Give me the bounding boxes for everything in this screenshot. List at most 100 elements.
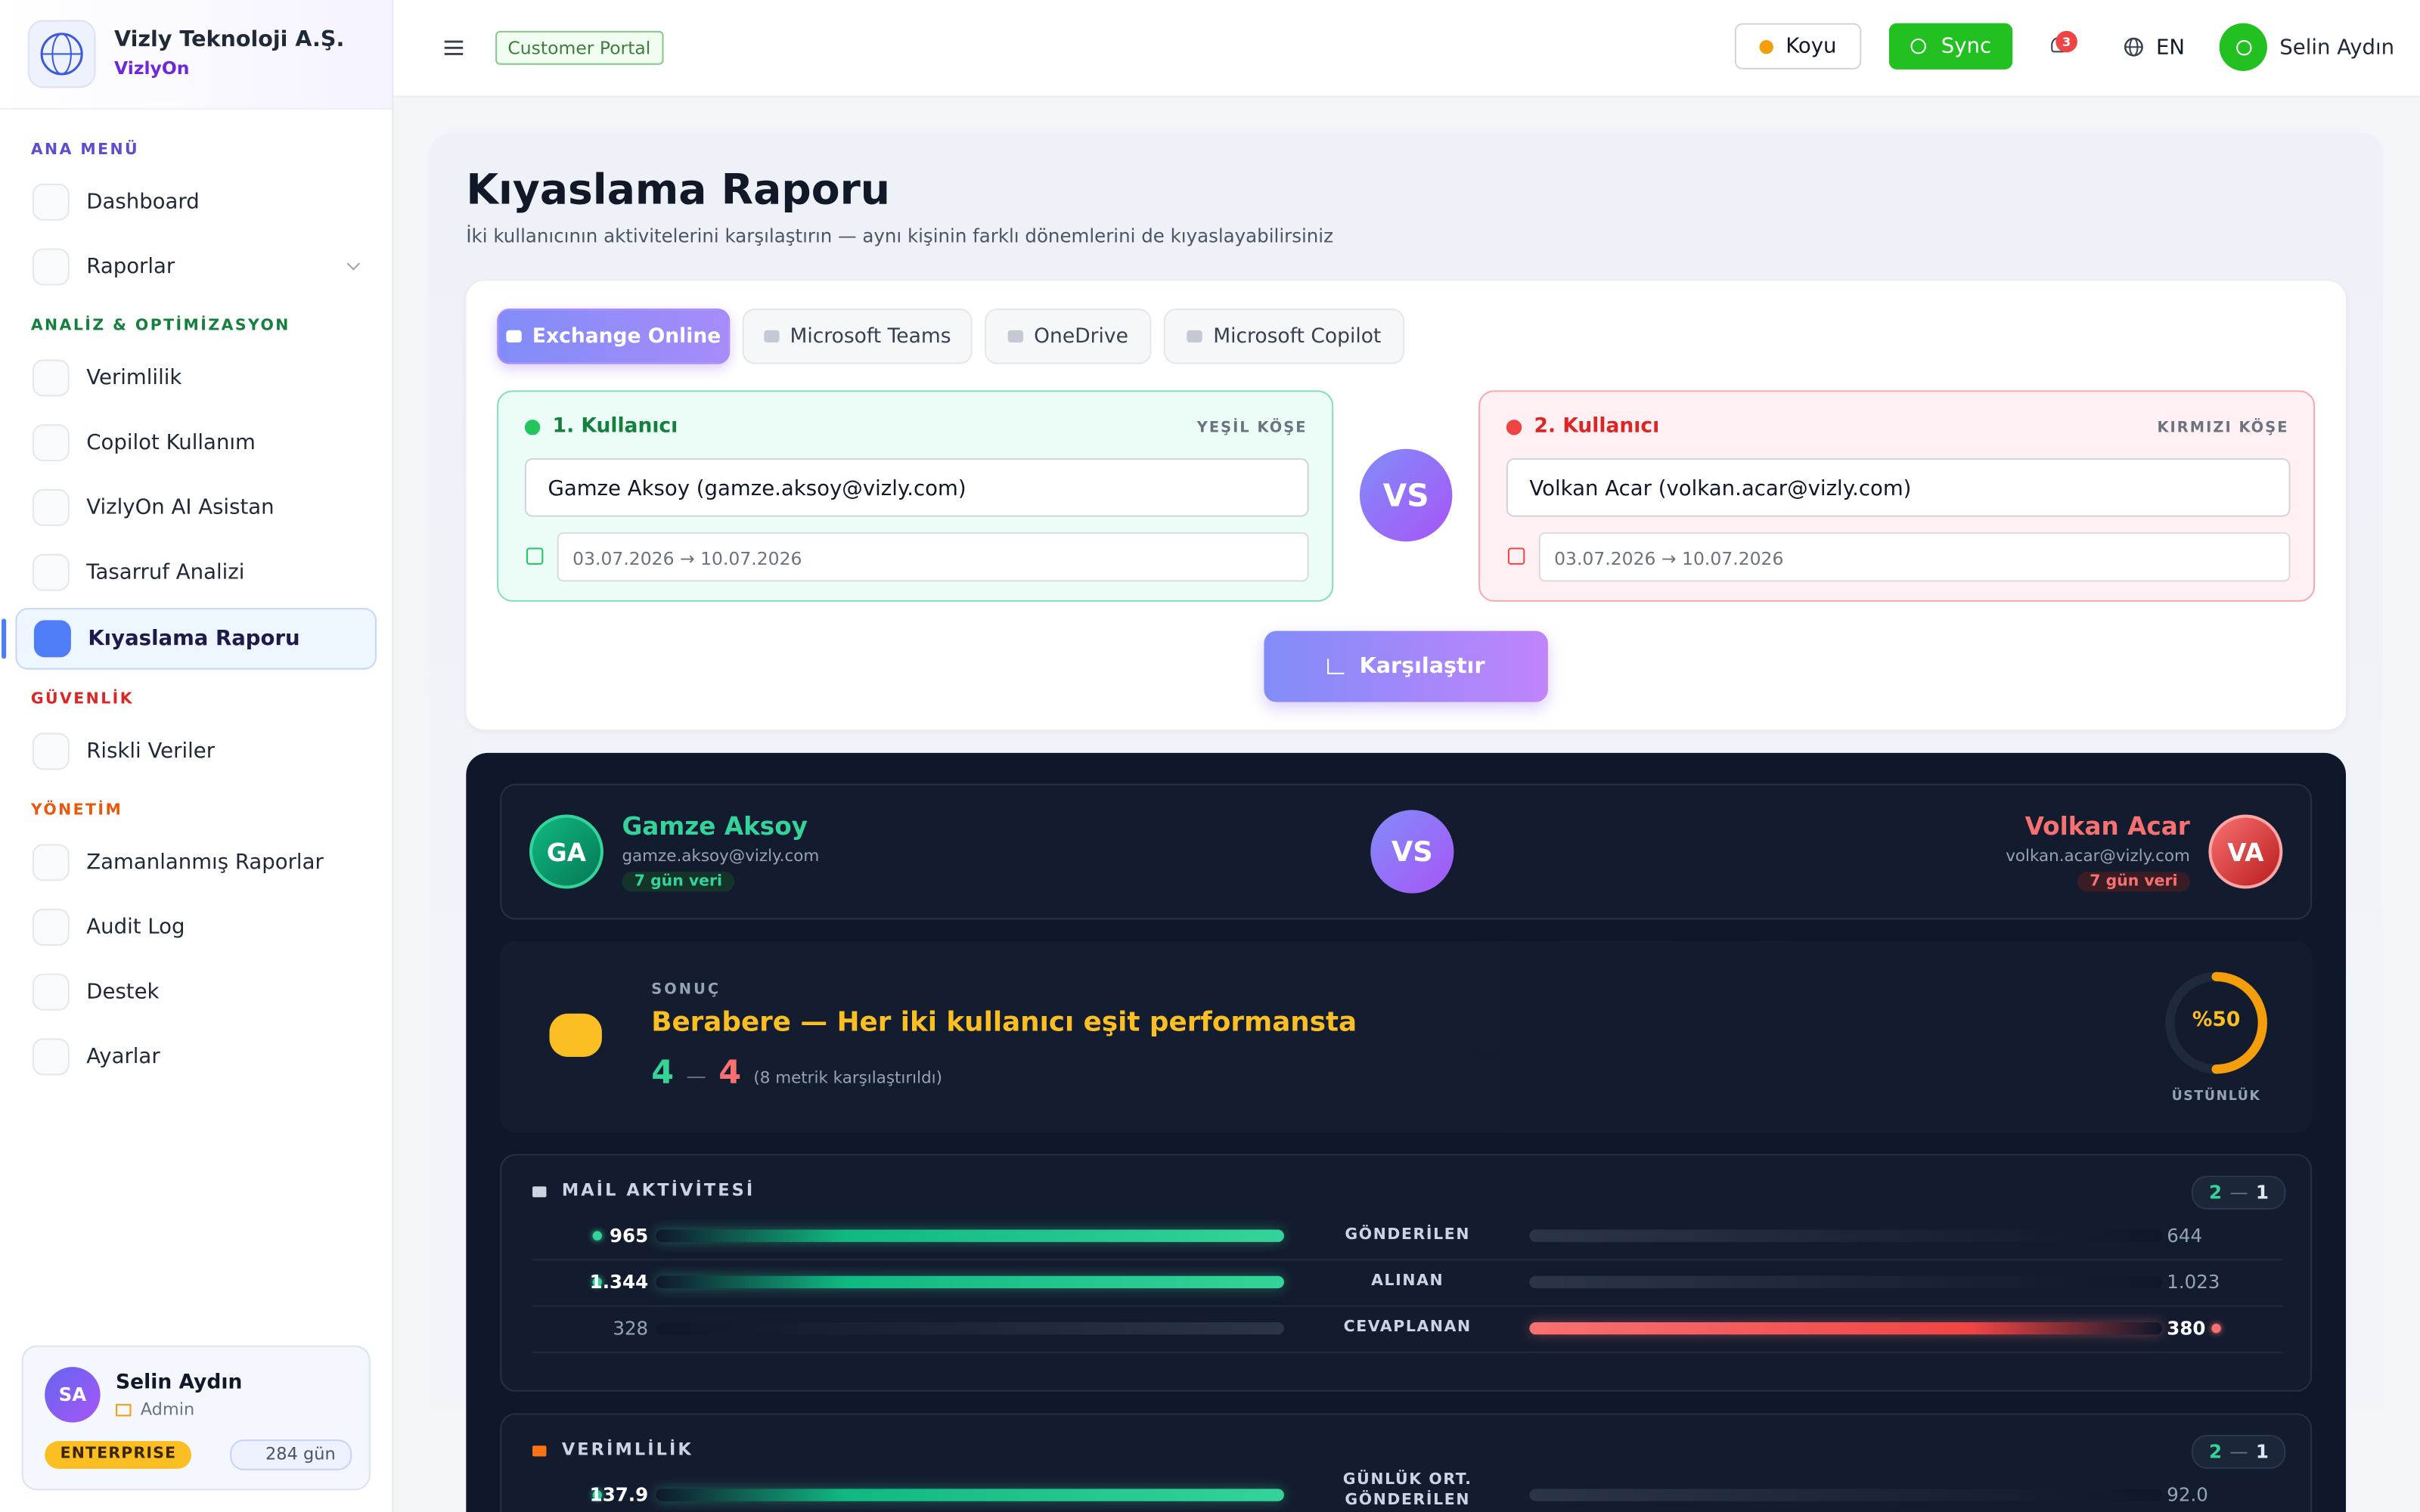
right-value: 1.023 [2167,1271,2220,1294]
nav-item[interactable]: Copilot Kullanım [15,414,377,472]
nav-item[interactable]: Tasarruf Analizi [15,543,377,602]
user-avatar: SA [45,1367,101,1423]
service-tab[interactable]: Exchange Online [497,308,731,364]
right-days: 7 gün veri [2077,872,2190,892]
nav-section-title: GÜVENLİK [30,691,134,708]
notification-count: 3 [2055,30,2077,53]
nav-icon [32,488,70,526]
right-bar [1529,1321,2163,1335]
compare-button[interactable]: Karşılaştır [1264,631,1548,702]
nav-icon [32,733,70,770]
right-bar [1529,1229,2163,1242]
superiority-ring [2165,971,2267,1074]
nav-icon [32,359,70,397]
user1-select[interactable]: Gamze Aksoy (gamze.aksoy@vizly.com) [524,458,1309,517]
tab-icon [763,330,780,343]
user2-dates[interactable]: 03.07.2026 → 10.07.2026 [1538,532,2291,582]
user1-box: 1. Kullanıcı YEŞİL KÖŞE Gamze Aksoy (gam… [497,390,1334,602]
score: 4 — 4 (8 metrik karşılaştırıldı) [651,1054,942,1091]
handshake-icon [549,1013,602,1057]
metric-label: CEVAPLANAN [1343,1318,1472,1337]
sync-label: Sync [1941,33,1992,59]
win-dot [592,1277,602,1287]
outcome-box: SONUÇ Berabere — Her iki kullanıcı eşit … [500,940,2313,1132]
contenders: GA Gamze Aksoy gamze.aksoy@vizly.com 7 g… [500,783,2313,920]
service-tab[interactable]: OneDrive [985,308,1152,364]
user-role: Admin [140,1399,195,1420]
user2-dot [1506,420,1522,435]
service-tab[interactable]: Microsoft Teams [742,308,973,364]
user2-select[interactable]: Volkan Acar (volkan.acar@vizly.com) [1506,458,2291,517]
sync-button[interactable]: Sync [1888,23,2013,70]
nav-label: Raporlar [86,254,175,280]
page-title: Kıyaslama Raporu [466,166,890,215]
user-icon [2235,39,2251,55]
nav-item[interactable]: Dashboard [15,173,377,232]
user1-dates[interactable]: 03.07.2026 → 10.07.2026 [557,532,1309,582]
theme-button[interactable]: Koyu [1734,23,1862,70]
score-note: (8 metrik karşılaştırıldı) [753,1069,943,1088]
result-vs: VS [1370,810,1454,894]
nav-label: Riskli Veriler [86,739,216,764]
menu-toggle[interactable] [443,37,465,59]
nav-item[interactable]: VizlyOn AI Asistan [15,479,377,538]
top-user-name: Selin Aydın [2279,35,2395,60]
nav-icon [32,248,70,286]
language[interactable]: EN [2155,35,2186,60]
user-card: SA Selin Aydın Admin ENTERPRISE 284 gün [21,1345,371,1491]
vs-badge: VS [1359,448,1453,542]
config-card: 1. Kullanıcı YEŞİL KÖŞE Gamze Aksoy (gam… [466,280,2347,730]
right-value: 380 [2167,1317,2206,1340]
compare-label: Karşılaştır [1359,654,1485,679]
left-days: 7 gün veri [622,872,735,892]
right-email: volkan.acar@vizly.com [2006,847,2190,866]
user1-corner: YEŞİL KÖŞE [1196,420,1308,437]
left-bar [656,1275,1284,1289]
results-panel: GA Gamze Aksoy gamze.aksoy@vizly.com 7 g… [466,752,2347,1512]
topbar: Customer Portal Koyu Sync 3 EN Selin Ayd… [393,0,2420,98]
globe-icon [2124,37,2143,57]
nav-item[interactable]: Raporlar [15,237,377,296]
win-dot [2211,1324,2221,1334]
group-score-left: 2 [2208,1441,2223,1463]
score-right: 4 [718,1053,742,1091]
metric-row: 965 GÖNDERİLEN 644 [532,1213,2283,1261]
group-score: 2 — 1 [2192,1176,2286,1210]
tab-label: Microsoft Copilot [1213,324,1382,349]
nav: ANA MENÜ Dashboard Raporlar ANALİZ & OPTİMİ… [2,136,377,1092]
logo-icon [40,33,83,76]
product-name: VizlyOn [114,57,190,79]
nav-label: VizlyOn AI Asistan [86,495,275,520]
outcome-label: SONUÇ [651,981,721,999]
service-tab[interactable]: Microsoft Copilot [1163,308,1405,364]
right-bar [1529,1275,2163,1289]
metric-row: 328 CEVAPLANAN 380 [532,1306,2283,1353]
nav-item[interactable]: Kıyaslama Raporu [2,608,377,670]
nav-item[interactable]: Zamanlanmış Raporlar [15,833,377,892]
group-score-right: 1 [2255,1182,2269,1204]
sync-icon [1910,39,1926,54]
group-score-left: 2 [2208,1182,2223,1204]
nav-item[interactable]: Audit Log [15,898,377,957]
nav-label: Ayarlar [86,1044,160,1070]
metric-label: GÖNDERİLEN [1345,1226,1471,1244]
days-badge: 284 gün [230,1439,353,1470]
left-value: 137.9 [589,1484,649,1506]
win-dot [592,1231,602,1241]
left-bar [656,1489,1284,1501]
nav-item[interactable]: Ayarlar [15,1027,377,1086]
left-email: gamze.aksoy@vizly.com [622,847,820,866]
nav-item[interactable]: Riskli Veriler [15,722,377,781]
chevron [346,257,361,271]
metric-row: 137.9 GÜNLÜK ORT. GÖNDERİLEN 92.0 [532,1472,2282,1512]
top-avatar[interactable] [2219,23,2267,71]
nav-icon [32,553,70,591]
nav-section-title: YÖNETİM [30,802,123,820]
crown-icon [116,1403,132,1416]
nav-item[interactable]: Verimlilik [15,349,377,407]
nav-item[interactable]: Destek [15,962,377,1021]
user1-dot [524,420,541,435]
plan-badge: ENTERPRISE [45,1441,192,1469]
